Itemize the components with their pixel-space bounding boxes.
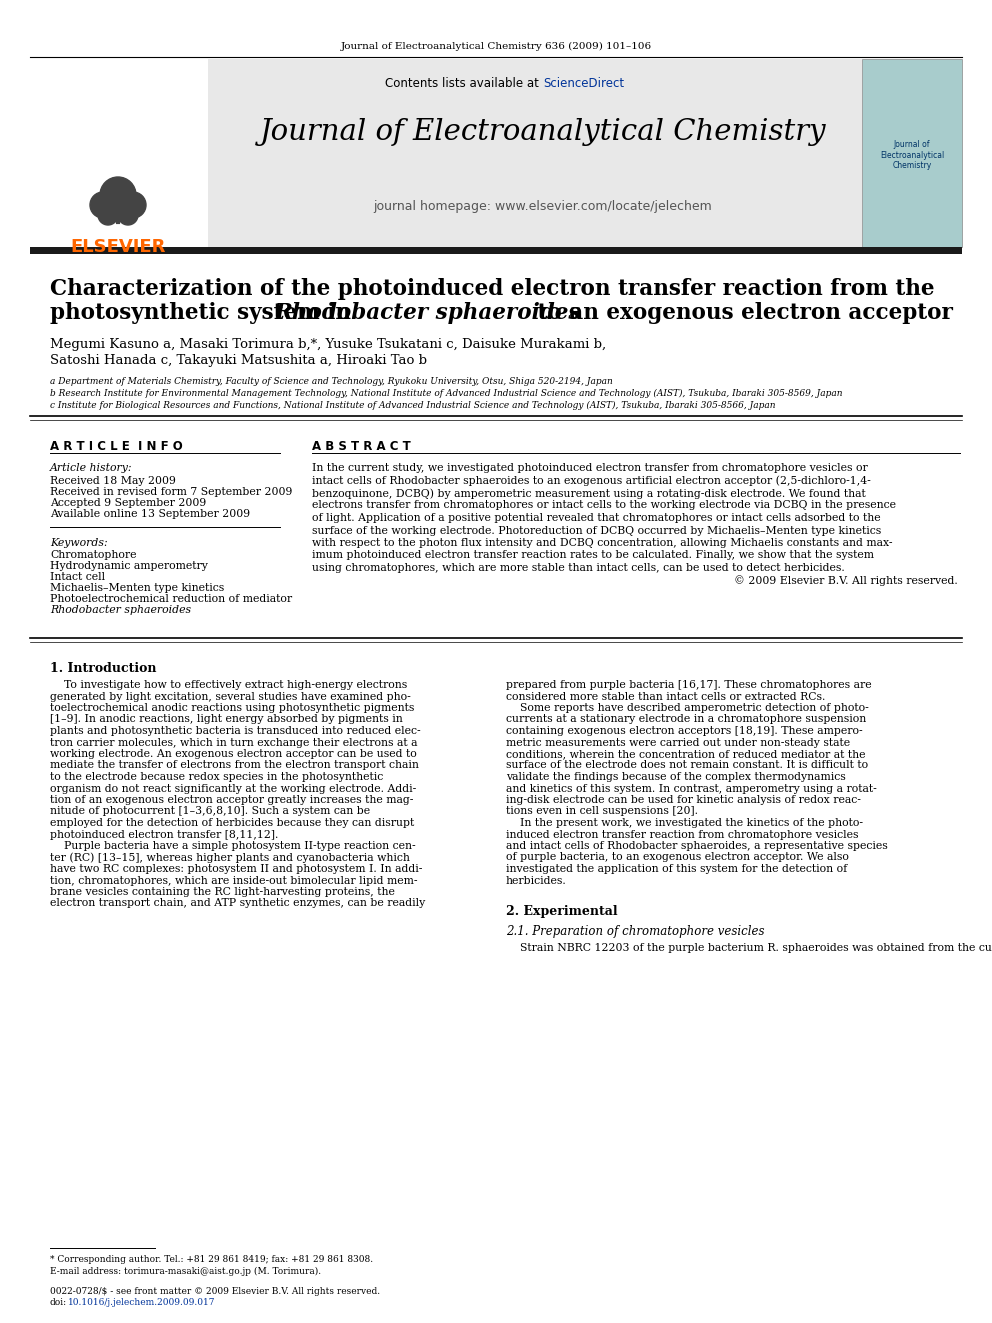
- Text: ter (RC) [13–15], whereas higher plants and cyanobacteria which: ter (RC) [13–15], whereas higher plants …: [50, 852, 410, 863]
- Text: Rhodobacter sphaeroides: Rhodobacter sphaeroides: [275, 302, 581, 324]
- FancyBboxPatch shape: [30, 247, 962, 254]
- Text: tion of an exogenous electron acceptor greatly increases the mag-: tion of an exogenous electron acceptor g…: [50, 795, 414, 804]
- Text: employed for the detection of herbicides because they can disrupt: employed for the detection of herbicides…: [50, 818, 415, 828]
- Text: In the present work, we investigated the kinetics of the photo-: In the present work, we investigated the…: [506, 818, 863, 828]
- Text: doi:: doi:: [50, 1298, 67, 1307]
- Text: E-mail address: torimura-masaki@aist.go.jp (M. Torimura).: E-mail address: torimura-masaki@aist.go.…: [50, 1267, 321, 1277]
- Text: considered more stable than intact cells or extracted RCs.: considered more stable than intact cells…: [506, 692, 825, 701]
- Text: validate the findings because of the complex thermodynamics: validate the findings because of the com…: [506, 773, 846, 782]
- Text: photosynthetic system in: photosynthetic system in: [50, 302, 358, 324]
- Text: induced electron transfer reaction from chromatophore vesicles: induced electron transfer reaction from …: [506, 830, 858, 840]
- Text: Hydrodynamic amperometry: Hydrodynamic amperometry: [50, 561, 208, 572]
- Text: Photoelectrochemical reduction of mediator: Photoelectrochemical reduction of mediat…: [50, 594, 292, 605]
- Text: journal homepage: www.elsevier.com/locate/jelechem: journal homepage: www.elsevier.com/locat…: [374, 200, 712, 213]
- Text: Article history:: Article history:: [50, 463, 133, 474]
- Circle shape: [98, 205, 118, 225]
- Text: Available online 13 September 2009: Available online 13 September 2009: [50, 509, 250, 519]
- Text: using chromatophores, which are more stable than intact cells, can be used to de: using chromatophores, which are more sta…: [312, 564, 845, 573]
- Text: 1. Introduction: 1. Introduction: [50, 662, 157, 675]
- Text: organism do not react significantly at the working electrode. Addi-: organism do not react significantly at t…: [50, 783, 417, 794]
- Text: nitude of photocurrent [1–3,6,8,10]. Such a system can be: nitude of photocurrent [1–3,6,8,10]. Suc…: [50, 807, 370, 816]
- Text: electron transport chain, and ATP synthetic enzymes, can be readily: electron transport chain, and ATP synthe…: [50, 898, 426, 909]
- Text: of light. Application of a positive potential revealed that chromatophores or in: of light. Application of a positive pote…: [312, 513, 881, 523]
- Text: metric measurements were carried out under non-steady state: metric measurements were carried out und…: [506, 737, 850, 747]
- Text: and intact cells of Rhodobacter sphaeroides, a representative species: and intact cells of Rhodobacter sphaeroi…: [506, 841, 888, 851]
- Text: mediate the transfer of electrons from the electron transport chain: mediate the transfer of electrons from t…: [50, 761, 419, 770]
- Text: [1–9]. In anodic reactions, light energy absorbed by pigments in: [1–9]. In anodic reactions, light energy…: [50, 714, 403, 725]
- Text: Journal of
Electroanalytical
Chemistry: Journal of Electroanalytical Chemistry: [880, 140, 944, 169]
- Circle shape: [118, 205, 138, 225]
- Text: 2. Experimental: 2. Experimental: [506, 905, 618, 918]
- Text: © 2009 Elsevier B.V. All rights reserved.: © 2009 Elsevier B.V. All rights reserved…: [734, 576, 958, 586]
- Text: tion, chromatophores, which are inside-out bimolecular lipid mem-: tion, chromatophores, which are inside-o…: [50, 876, 418, 885]
- FancyBboxPatch shape: [862, 60, 962, 247]
- Text: intact cells of Rhodobacter sphaeroides to an exogenous artificial electron acce: intact cells of Rhodobacter sphaeroides …: [312, 475, 871, 486]
- Text: A B S T R A C T: A B S T R A C T: [312, 441, 411, 452]
- Text: To investigate how to effectively extract high-energy electrons: To investigate how to effectively extrac…: [50, 680, 408, 691]
- Text: Rhodobacter sphaeroides: Rhodobacter sphaeroides: [50, 605, 191, 615]
- Text: have two RC complexes: photosystem II and photosystem I. In addi-: have two RC complexes: photosystem II an…: [50, 864, 423, 875]
- Text: Keywords:: Keywords:: [50, 538, 107, 548]
- Circle shape: [100, 177, 136, 213]
- Text: Received in revised form 7 September 2009: Received in revised form 7 September 200…: [50, 487, 293, 497]
- Text: Chromatophore: Chromatophore: [50, 550, 137, 560]
- Text: Intact cell: Intact cell: [50, 572, 105, 582]
- Text: In the current study, we investigated photoinduced electron transfer from chroma: In the current study, we investigated ph…: [312, 463, 868, 474]
- Text: Accepted 9 September 2009: Accepted 9 September 2009: [50, 497, 206, 508]
- Text: brane vesicles containing the RC light-harvesting proteins, the: brane vesicles containing the RC light-h…: [50, 886, 395, 897]
- Circle shape: [90, 192, 116, 218]
- Text: ing-disk electrode can be used for kinetic analysis of redox reac-: ing-disk electrode can be used for kinet…: [506, 795, 861, 804]
- Text: imum photoinduced electron transfer reaction rates to be calculated. Finally, we: imum photoinduced electron transfer reac…: [312, 550, 874, 561]
- Text: b Research Institute for Environmental Management Technology, National Institute: b Research Institute for Environmental M…: [50, 389, 842, 398]
- Text: a Department of Materials Chemistry, Faculty of Science and Technology, Ryukoku : a Department of Materials Chemistry, Fac…: [50, 377, 613, 386]
- Text: Strain NBRC 12203 of the purple bacterium R. sphaeroides was obtained from the c: Strain NBRC 12203 of the purple bacteriu…: [506, 943, 992, 953]
- Text: ScienceDirect: ScienceDirect: [543, 77, 624, 90]
- Text: electrons transfer from chromatophores or intact cells to the working electrode : electrons transfer from chromatophores o…: [312, 500, 896, 511]
- Text: Journal of Electroanalytical Chemistry 636 (2009) 101–106: Journal of Electroanalytical Chemistry 6…: [340, 42, 652, 52]
- Text: tron carrier molecules, which in turn exchange their electrons at a: tron carrier molecules, which in turn ex…: [50, 737, 418, 747]
- Text: herbicides.: herbicides.: [506, 876, 566, 885]
- Text: 0022-0728/$ - see front matter © 2009 Elsevier B.V. All rights reserved.: 0022-0728/$ - see front matter © 2009 El…: [50, 1287, 380, 1297]
- Text: * Corresponding author. Tel.: +81 29 861 8419; fax: +81 29 861 8308.: * Corresponding author. Tel.: +81 29 861…: [50, 1256, 373, 1263]
- Text: and kinetics of this system. In contrast, amperometry using a rotat-: and kinetics of this system. In contrast…: [506, 783, 877, 794]
- Text: containing exogenous electron acceptors [18,19]. These ampero-: containing exogenous electron acceptors …: [506, 726, 863, 736]
- Text: generated by light excitation, several studies have examined pho-: generated by light excitation, several s…: [50, 692, 411, 701]
- Text: surface of the electrode does not remain constant. It is difficult to: surface of the electrode does not remain…: [506, 761, 868, 770]
- Text: with respect to the photon flux intensity and DCBQ concentration, allowing Micha: with respect to the photon flux intensit…: [312, 538, 893, 548]
- Text: prepared from purple bacteria [16,17]. These chromatophores are: prepared from purple bacteria [16,17]. T…: [506, 680, 872, 691]
- FancyBboxPatch shape: [30, 60, 862, 247]
- Text: Purple bacteria have a simple photosystem II-type reaction cen-: Purple bacteria have a simple photosyste…: [50, 841, 416, 851]
- Text: Megumi Kasuno a, Masaki Torimura b,*, Yusuke Tsukatani c, Daisuke Murakami b,: Megumi Kasuno a, Masaki Torimura b,*, Yu…: [50, 337, 606, 351]
- Text: A R T I C L E  I N F O: A R T I C L E I N F O: [50, 441, 183, 452]
- Text: Characterization of the photoinduced electron transfer reaction from the: Characterization of the photoinduced ele…: [50, 278, 934, 300]
- Text: Received 18 May 2009: Received 18 May 2009: [50, 476, 176, 486]
- Text: Satoshi Hanada c, Takayuki Matsushita a, Hiroaki Tao b: Satoshi Hanada c, Takayuki Matsushita a,…: [50, 355, 427, 366]
- Text: 2.1. Preparation of chromatophore vesicles: 2.1. Preparation of chromatophore vesicl…: [506, 925, 765, 938]
- Text: working electrode. An exogenous electron acceptor can be used to: working electrode. An exogenous electron…: [50, 749, 417, 759]
- Text: plants and photosynthetic bacteria is transduced into reduced elec-: plants and photosynthetic bacteria is tr…: [50, 726, 421, 736]
- Text: tions even in cell suspensions [20].: tions even in cell suspensions [20].: [506, 807, 698, 816]
- FancyBboxPatch shape: [30, 60, 208, 247]
- Text: Contents lists available at: Contents lists available at: [385, 77, 543, 90]
- Text: to the electrode because redox species in the photosynthetic: to the electrode because redox species i…: [50, 773, 383, 782]
- Text: to an exogenous electron acceptor: to an exogenous electron acceptor: [530, 302, 953, 324]
- Text: c Institute for Biological Resources and Functions, National Institute of Advanc: c Institute for Biological Resources and…: [50, 401, 776, 410]
- Text: 10.1016/j.jelechem.2009.09.017: 10.1016/j.jelechem.2009.09.017: [68, 1298, 215, 1307]
- Text: ELSEVIER: ELSEVIER: [70, 238, 166, 255]
- Text: surface of the working electrode. Photoreduction of DCBQ occurred by Michaelis–M: surface of the working electrode. Photor…: [312, 525, 881, 536]
- Text: benzoquinone, DCBQ) by amperometric measurement using a rotating-disk electrode.: benzoquinone, DCBQ) by amperometric meas…: [312, 488, 866, 499]
- Text: currents at a stationary electrode in a chromatophore suspension: currents at a stationary electrode in a …: [506, 714, 866, 725]
- Text: Michaelis–Menten type kinetics: Michaelis–Menten type kinetics: [50, 583, 224, 593]
- Text: photoinduced electron transfer [8,11,12].: photoinduced electron transfer [8,11,12]…: [50, 830, 279, 840]
- Text: of purple bacteria, to an exogenous electron acceptor. We also: of purple bacteria, to an exogenous elec…: [506, 852, 849, 863]
- Text: Journal of Electroanalytical Chemistry: Journal of Electroanalytical Chemistry: [260, 118, 826, 146]
- Circle shape: [120, 192, 146, 218]
- Text: conditions, wherein the concentration of reduced mediator at the: conditions, wherein the concentration of…: [506, 749, 865, 759]
- Text: investigated the application of this system for the detection of: investigated the application of this sys…: [506, 864, 847, 875]
- Text: Some reports have described amperometric detection of photo-: Some reports have described amperometric…: [506, 703, 869, 713]
- Text: toelectrochemical anodic reactions using photosynthetic pigments: toelectrochemical anodic reactions using…: [50, 703, 415, 713]
